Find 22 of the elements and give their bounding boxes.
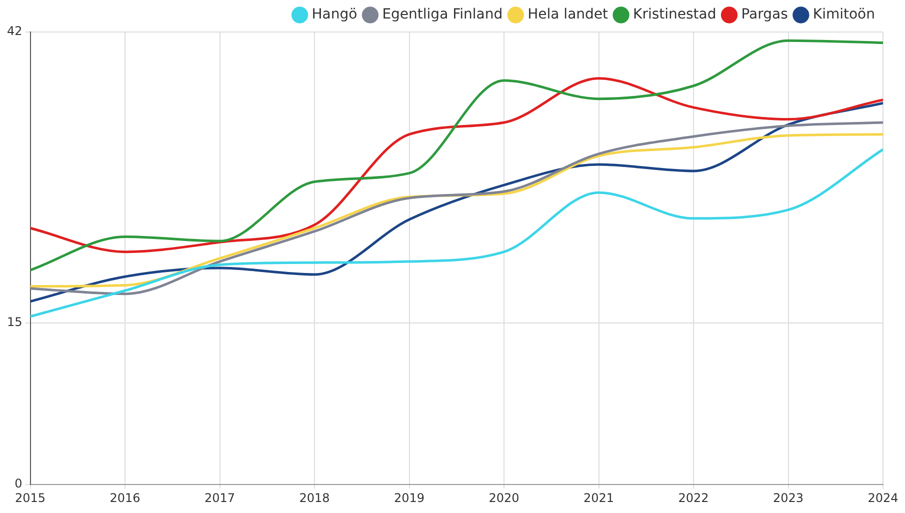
y-tick-label: 15 [6,315,22,330]
line-series [30,77,883,254]
x-tick-label: 2020 [488,490,520,505]
x-tick-label: 2021 [583,490,614,505]
line-series [30,148,883,318]
x-tick-label: 2015 [14,490,46,505]
legend-label: Kimitoön [812,6,876,23]
x-tick-label: 2024 [868,490,898,505]
x-tick-label: 2023 [772,490,804,505]
x-tick-label: 2019 [394,490,425,505]
y-tick-label: 42 [6,24,22,38]
legend-label: Egentliga Finland [382,6,503,23]
line-series [30,39,883,272]
legend-label: Hela landet [528,6,609,23]
x-tick-label: 2018 [299,490,330,505]
y-tick-label: 0 [14,476,22,491]
x-tick-label: 2022 [678,490,709,505]
legend-label: Pargas [741,6,788,23]
x-tick-label: 2017 [204,490,236,505]
legend-label: Kristinestad [633,6,716,23]
x-tick-label: 2016 [110,490,140,505]
legend-label: Hangö [312,6,358,23]
